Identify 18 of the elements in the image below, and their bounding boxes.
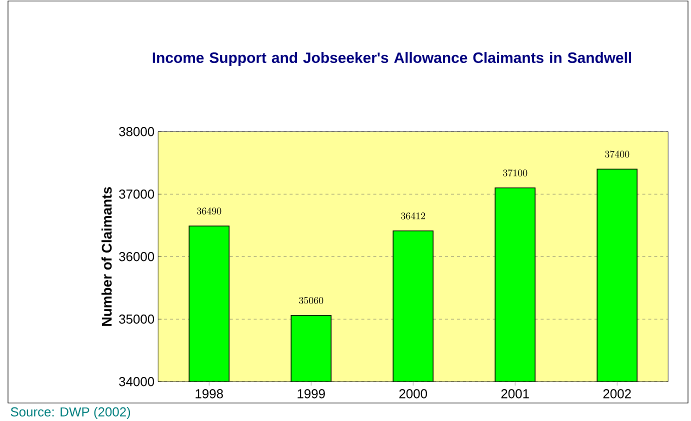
y-tick-label: 35000 (119, 314, 154, 324)
x-tick-label: 2001 (501, 389, 529, 398)
x-tick-label: 2002 (603, 389, 631, 398)
y-axis-title: Number of Claimants (101, 187, 112, 326)
chart-title: Income Support and Jobseeker's Allowance Claimants in Sandwell (152, 52, 632, 66)
y-tick-label: 36000 (119, 252, 154, 262)
y-tick-label: 38000 (119, 127, 154, 136)
data-label: 35060 (299, 297, 324, 304)
data-label: 37400 (605, 150, 630, 158)
x-tick-label: 1999 (298, 389, 325, 398)
data-label: 36490 (197, 208, 222, 214)
y-tick-label: 34000 (119, 377, 154, 386)
x-tick-label: 2000 (399, 389, 428, 398)
x-tick-label: 1998 (196, 389, 223, 398)
source-note: Source: DWP (2002) (10, 406, 130, 420)
data-label: 36412 (401, 212, 426, 220)
data-label: 37100 (503, 169, 528, 176)
y-tick-label: 37000 (119, 190, 154, 199)
